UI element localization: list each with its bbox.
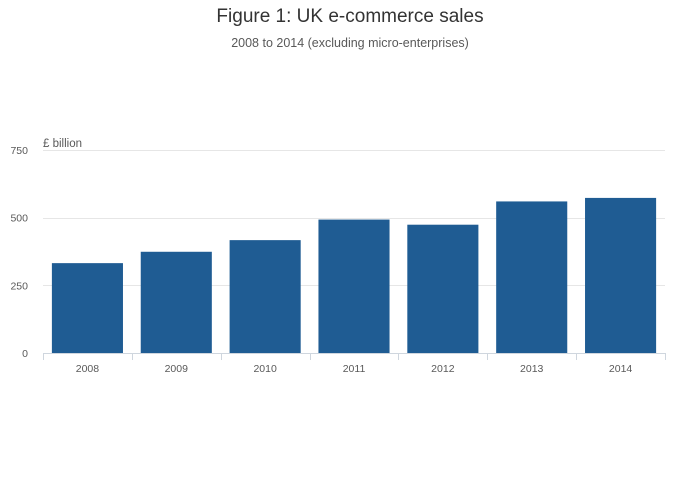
y-tick-label: 500 — [10, 213, 28, 225]
x-tick-label: 2010 — [253, 363, 277, 375]
x-tick-label: 2013 — [520, 363, 544, 375]
bar — [140, 251, 212, 353]
x-tick-label: 2011 — [343, 363, 366, 375]
y-axis-unit-label: £ billion — [43, 138, 82, 150]
bar — [585, 197, 657, 353]
chart-title: Figure 1: UK e-commerce sales — [216, 6, 484, 27]
x-tick-label: 2009 — [165, 363, 189, 375]
x-tick-label: 2014 — [609, 363, 633, 375]
axis-labels: 0 250 500 750 £ billion 2008 2009 2010 2011 2012 2… — [10, 138, 632, 375]
y-tick-label: 750 — [10, 145, 28, 157]
bars — [51, 197, 657, 353]
bar — [229, 240, 301, 353]
bar — [496, 201, 568, 353]
bar — [318, 219, 390, 353]
x-tick-label: 2008 — [76, 363, 100, 375]
bar — [51, 263, 123, 353]
x-tick-label: 2012 — [431, 363, 455, 375]
bar — [407, 224, 479, 353]
y-tick-label: 250 — [10, 280, 28, 292]
x-axis — [43, 353, 666, 360]
y-tick-label: 0 — [22, 348, 28, 360]
chart-subtitle: 2008 to 2014 (excluding micro-enterprise… — [231, 36, 469, 50]
